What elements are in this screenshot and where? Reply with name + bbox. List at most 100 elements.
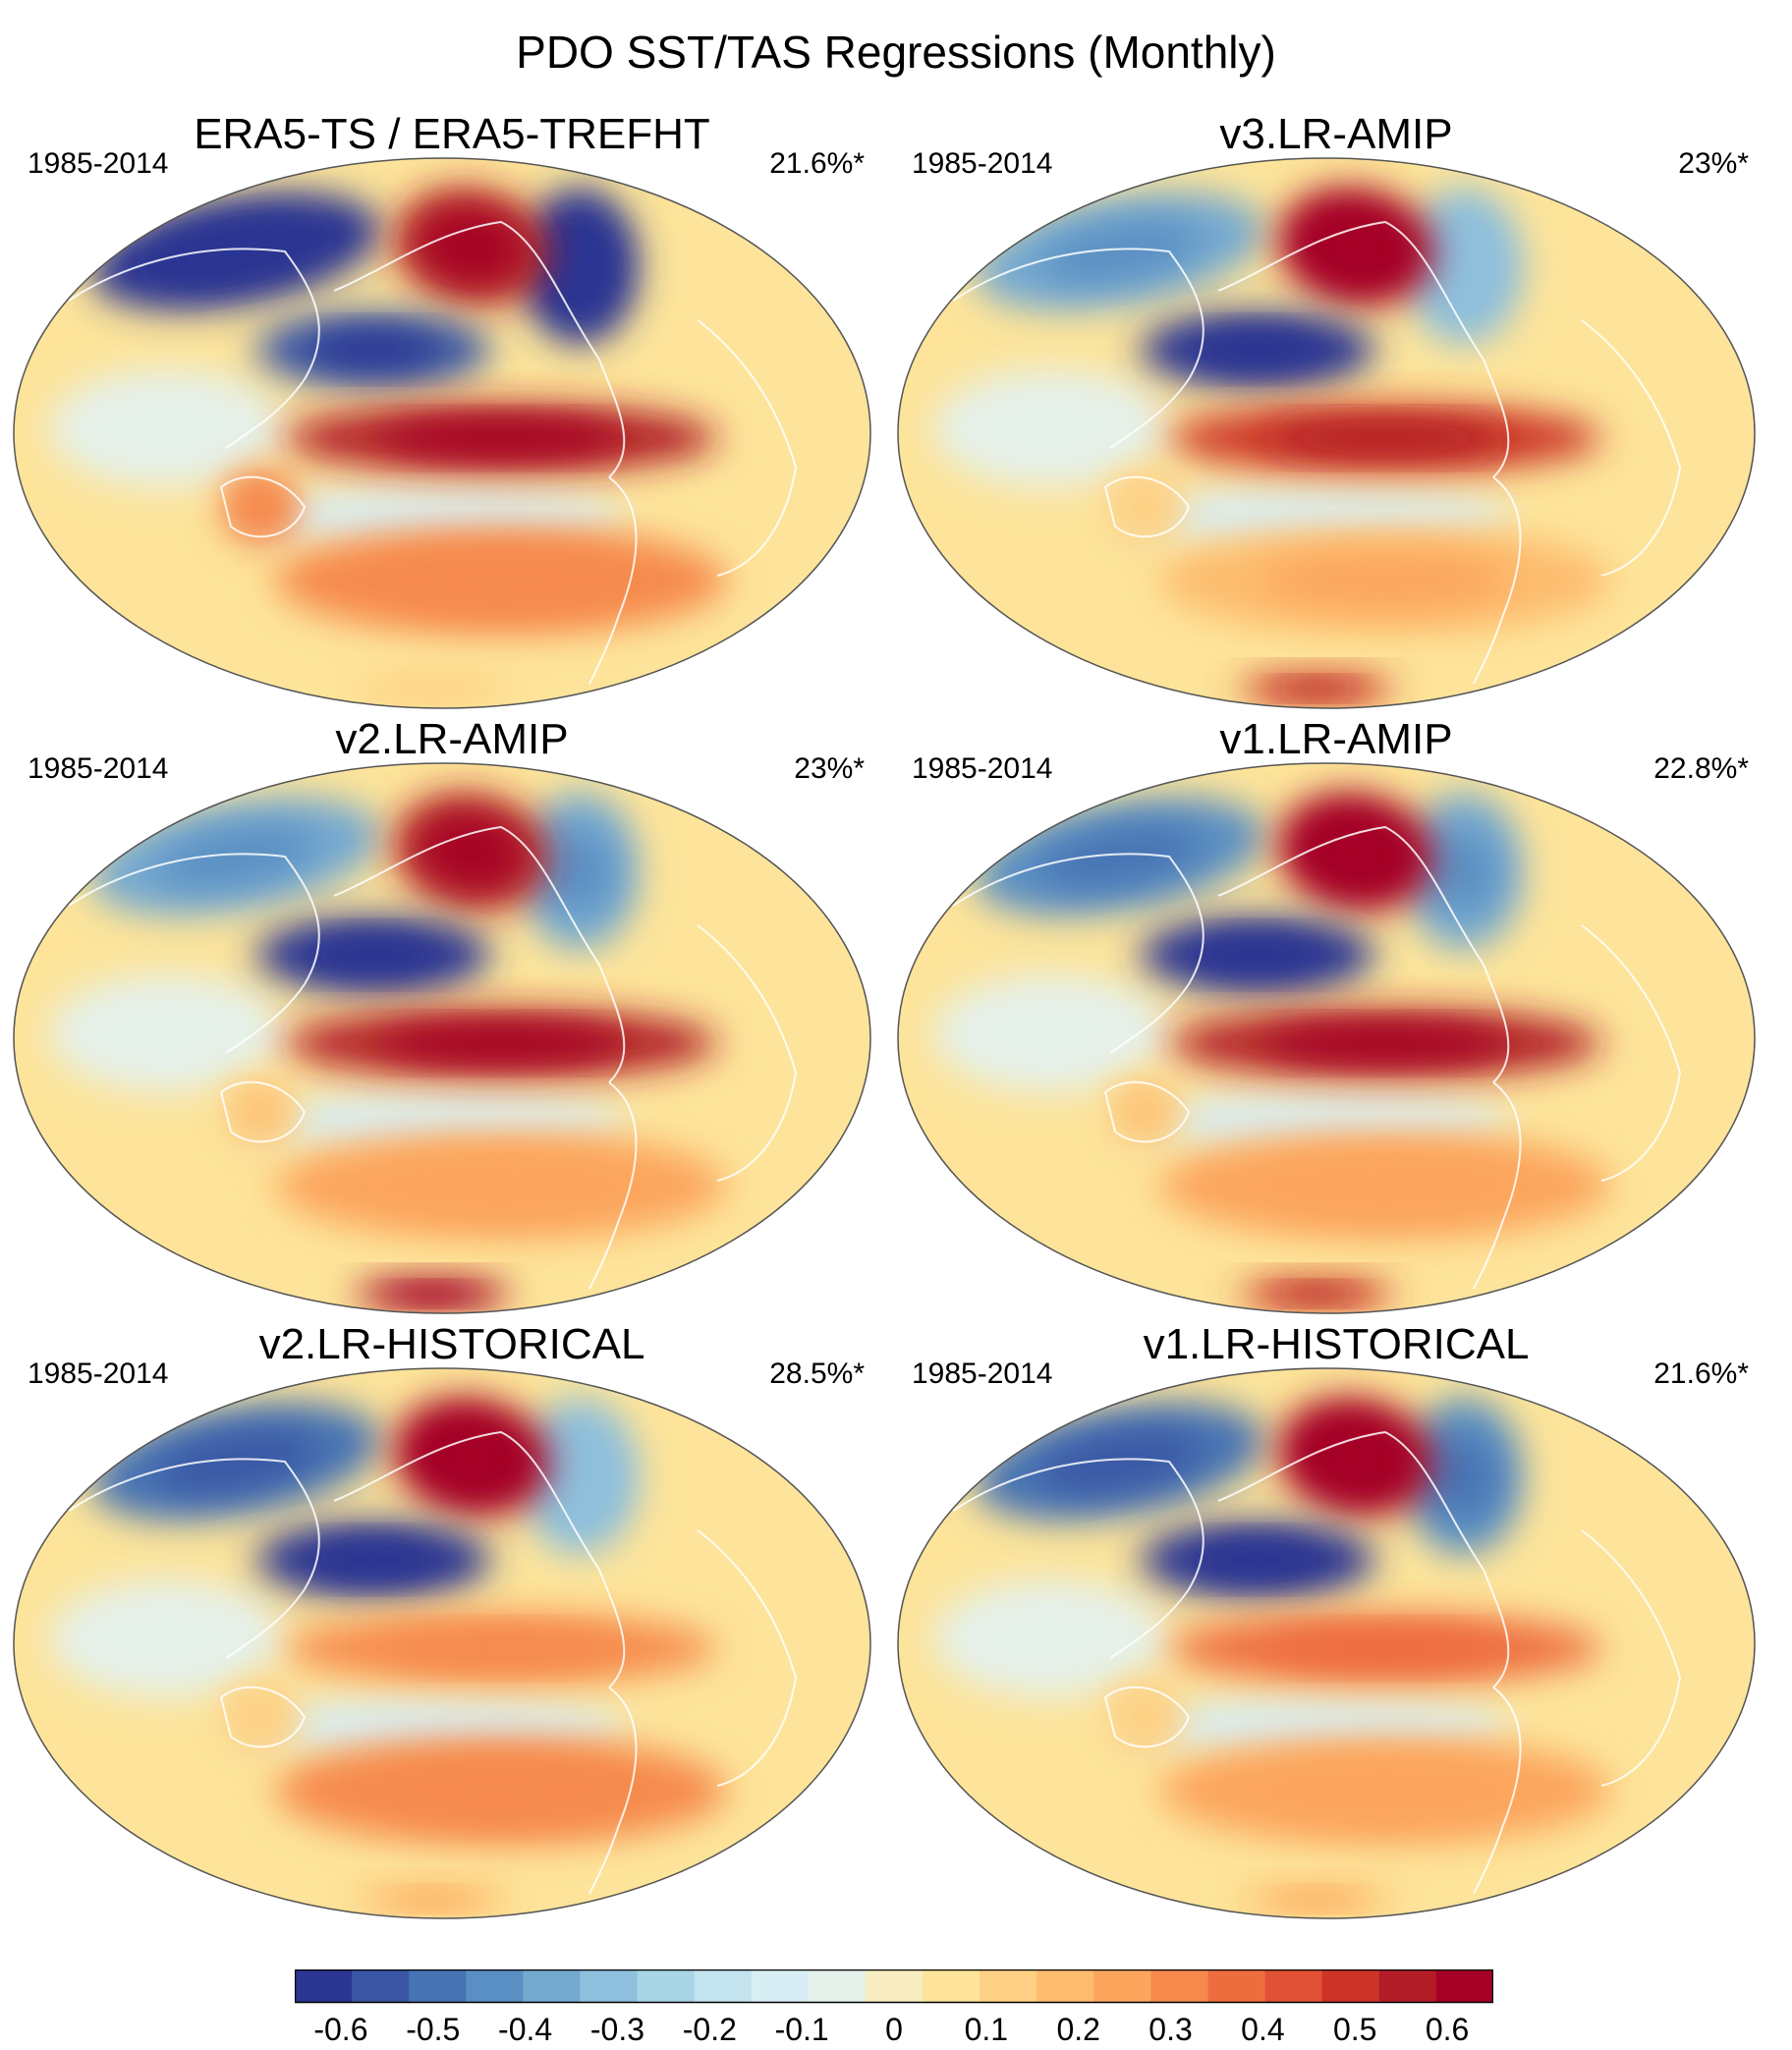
coastline [1217,220,1510,478]
coastline [1103,1686,1191,1748]
colorbar-segment [923,1969,980,2003]
alaska-anomaly-core [428,216,515,277]
colorbar-segment [1093,1969,1151,2003]
alaska-anomaly-core [1313,1426,1399,1487]
north-pacific-anomaly-core [308,936,438,973]
colorbar-tick-label: 0.5 [1333,2012,1376,2047]
indian-ocean-anomaly [933,1579,1169,1697]
map-panel: v2.LR-HISTORICAL 1985-2014 28.5%* [10,1320,894,1919]
panel-variance: 21.6%* [1653,1357,1749,1390]
south-pacific-anomaly-core [376,553,626,608]
coastline [333,220,626,478]
coastline [952,1458,1204,1659]
north-pacific-anomaly-core [1193,1541,1322,1579]
coastline [333,1430,626,1689]
map-outline [897,157,1756,709]
coastline [68,853,320,1054]
australia-anomaly-core [1123,1092,1166,1132]
north-pacific-anomaly-core [1193,936,1322,973]
colorbar-tick-label: -0.6 [313,2012,367,2047]
map-projection [13,762,871,1314]
colorbar-segment [637,1969,696,2003]
colorbar-tick-label: -0.1 [775,2012,829,2047]
colorbar-tick-label: 0 [885,2012,903,2047]
antarctic-anomaly-core [1273,1891,1360,1907]
south-pacific-anomaly-core [376,1158,626,1213]
coastline [588,476,638,685]
panel-period: 1985-2014 [28,1357,169,1390]
map-projection [13,1367,871,1919]
antarctic-anomaly-core [1273,1286,1360,1302]
south-pacific-anomaly-core [1260,553,1510,608]
eurasia-anomaly-core [1039,826,1201,887]
coastline [1581,924,1682,1182]
indian-ocean-anomaly [49,974,285,1092]
alaska-anomaly-core [428,821,515,882]
alaska-anomaly-core [1313,216,1399,277]
panel-title: v3.LR-AMIP [1219,110,1453,158]
north-pacific-anomaly-core [308,1541,438,1579]
coastline [1581,319,1682,577]
panel-title: v1.LR-AMIP [1219,715,1453,763]
south-pacific-anomaly-core [376,1763,626,1818]
colorbar-segment [1321,1969,1380,2003]
australia-anomaly-core [239,1092,282,1132]
coastline [333,825,626,1083]
north-america-anomaly-core [1431,1437,1496,1516]
equatorial-pacific-anomaly-core [382,420,620,456]
colorbar-segment [352,1969,410,2003]
colorbar-segment [1207,1969,1266,2003]
panel-period: 1985-2014 [28,147,169,180]
map-panel: v1.LR-AMIP 1985-2014 22.8%* [894,715,1778,1314]
colorbar-frame [295,1969,1493,2004]
indian-ocean-anomaly [933,974,1169,1092]
equatorial-pacific-anomaly-core [1266,1025,1504,1061]
map-outline [897,1367,1756,1919]
colorbar-segment [580,1969,639,2003]
eurasia-anomaly-core [155,826,316,887]
equatorial-pacific-anomaly-core [1266,420,1504,456]
indian-ocean-anomaly [933,369,1169,487]
panel-title: ERA5-TS / ERA5-TREFHT [194,110,710,158]
coastline [1473,1081,1522,1290]
map-panel: v1.LR-HISTORICAL 1985-2014 21.6%* [894,1320,1778,1919]
antarctic-anomaly-core [389,681,476,696]
coastline [697,924,798,1182]
colorbar: -0.6 -0.5 -0.4 -0.3 -0.2 -0.1 0 0.1 0.2 0.3 0.4 0.5… [295,1969,1493,2047]
australia-anomaly-core [239,1697,282,1737]
coastline [1217,825,1510,1083]
coastline [68,1458,320,1659]
eurasia-anomaly-core [155,221,316,282]
south-pacific-anomaly-core [1260,1763,1510,1818]
colorbar-tick-label: 0.6 [1426,2012,1469,2047]
alaska-anomaly-core [1313,821,1399,882]
australia-anomaly-core [239,487,282,526]
panel-title: v2.LR-AMIP [335,715,569,763]
colorbar-tick-label: -0.5 [406,2012,460,2047]
panel-variance: 23%* [1678,147,1749,180]
australia-anomaly-core [1123,1697,1166,1737]
map-outline [13,762,871,1314]
north-america-anomaly-core [547,227,612,305]
antarctic-anomaly-core [1273,681,1360,696]
coastline [1581,1529,1682,1787]
coastline [219,1080,307,1143]
panel-period: 1985-2014 [912,752,1053,785]
equatorial-pacific-anomaly-core [382,1025,620,1061]
alaska-anomaly-core [428,1426,515,1487]
coastline [697,319,798,577]
map-outline [13,157,871,709]
colorbar-segment [523,1969,581,2003]
indian-ocean-anomaly [49,369,285,487]
colorbar-segment [808,1969,867,2003]
coastline [1473,1687,1522,1895]
coastline [952,853,1204,1054]
coastline [697,1529,798,1787]
colorbar-segment [1378,1969,1437,2003]
equatorial-pacific-anomaly-core [1266,1631,1504,1666]
eurasia-anomaly-core [1039,1431,1201,1492]
colorbar-segment [1435,1969,1493,2003]
panel-variance: 21.6%* [769,147,865,180]
colorbar-segment [1150,1969,1209,2003]
australia-anomaly-core [1123,487,1166,526]
